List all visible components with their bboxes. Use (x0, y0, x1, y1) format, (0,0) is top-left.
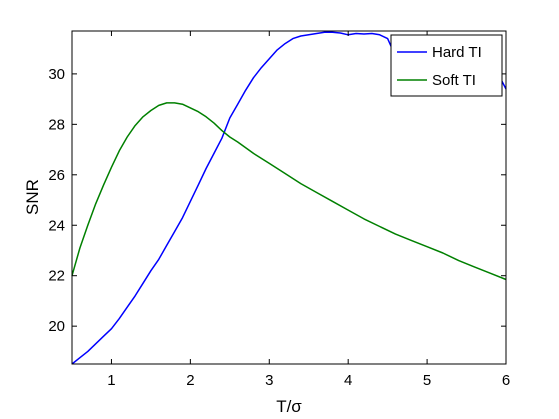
series-line-soft-ti (71, 102, 507, 281)
y-tick-label: 26 (48, 167, 65, 184)
x-tick-label: 4 (344, 372, 352, 389)
legend-label-hard-ti: Hard TI (432, 44, 482, 61)
y-tick-label: 24 (48, 217, 65, 234)
x-tick-label: 3 (265, 372, 273, 389)
y-tick-label: 20 (48, 318, 65, 335)
x-axis-label: T/σ (276, 397, 302, 416)
y-tick-label: 28 (48, 116, 65, 133)
x-tick-label: 1 (107, 372, 115, 389)
ticks-layer: 1 2 3 4 5 6 20 22 24 26 28 30 (48, 31, 510, 389)
x-tick-label: 5 (423, 372, 431, 389)
plot-frame (71, 30, 507, 365)
x-tick-label: 6 (502, 372, 510, 389)
legend-label-soft-ti: Soft TI (432, 72, 476, 89)
y-tick-label: 22 (48, 268, 65, 285)
y-axis-label: SNR (23, 179, 42, 215)
legend-box (390, 34, 503, 97)
y-tick-label: 30 (48, 66, 65, 83)
x-tick-label: 2 (186, 372, 194, 389)
legend: Hard TI Soft TI (390, 34, 503, 97)
